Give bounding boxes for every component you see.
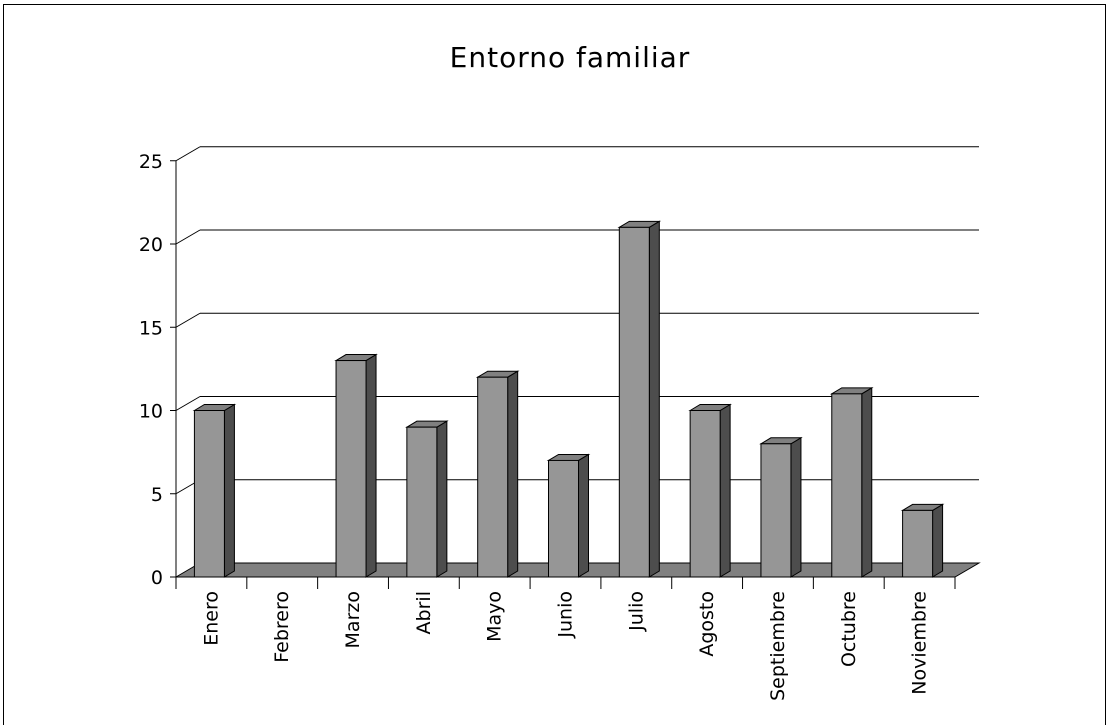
x-category-label: Enero xyxy=(200,591,222,646)
x-category-label: Agosto xyxy=(696,591,718,657)
bar-side xyxy=(578,453,589,578)
chart-title: Entorno familiar xyxy=(450,41,691,74)
y-tick-label: 25 xyxy=(139,151,163,173)
gridline-side xyxy=(175,396,201,411)
bar-front xyxy=(193,410,225,578)
bar-front xyxy=(548,459,579,578)
gridline-side xyxy=(175,146,201,162)
bar-side xyxy=(861,386,873,578)
bar xyxy=(688,403,732,578)
bar-front xyxy=(618,226,650,578)
bar-front xyxy=(335,360,367,578)
gridline-side xyxy=(175,229,201,245)
bar-side xyxy=(648,220,660,578)
y-tick-label: 20 xyxy=(139,234,163,256)
x-category-label: Febrero xyxy=(271,591,293,663)
x-category-label: Julio xyxy=(625,591,647,632)
x-category-label: Abril xyxy=(413,591,435,634)
x-category-label: Noviembre xyxy=(909,591,931,695)
bar-side xyxy=(507,370,519,578)
bar-side xyxy=(790,436,802,578)
y-tick-label: 5 xyxy=(151,484,163,506)
x-axis-category-labels: Enero Febrero Marzo Abril Mayo Junio Julio Agos… xyxy=(200,591,930,701)
bar xyxy=(617,220,662,578)
y-tick-label: 10 xyxy=(139,401,163,423)
x-category-label: Mayo xyxy=(484,591,506,642)
bar xyxy=(334,353,378,578)
bar-side xyxy=(932,503,944,578)
bar-side xyxy=(365,353,377,578)
bar-front xyxy=(477,376,509,578)
bar-side xyxy=(436,420,448,578)
bar xyxy=(405,420,449,578)
bar-front xyxy=(831,393,863,578)
bar-side xyxy=(223,403,235,578)
bar-front xyxy=(689,410,721,578)
gridline-side xyxy=(175,312,201,328)
bar-front xyxy=(760,443,792,578)
bar-side xyxy=(719,403,731,578)
bar xyxy=(759,436,803,578)
bar xyxy=(900,503,945,578)
bar-front xyxy=(902,509,934,578)
y-tick-label: 0 xyxy=(151,567,163,589)
x-category-label: Marzo xyxy=(342,591,364,648)
bar xyxy=(546,453,591,578)
y-tick-label: 15 xyxy=(139,317,163,339)
bar xyxy=(192,403,237,578)
bar xyxy=(475,370,520,578)
bars xyxy=(192,220,945,578)
x-category-label: Septiembre xyxy=(767,591,789,701)
chart-frame xyxy=(3,4,1106,725)
bar xyxy=(829,386,874,578)
bar-front xyxy=(406,426,438,578)
y-axis-tick-labels: 0 5 10 15 20 25 xyxy=(139,151,163,589)
x-category-label: Junio xyxy=(555,591,577,639)
x-category-label: Octubre xyxy=(838,591,860,667)
